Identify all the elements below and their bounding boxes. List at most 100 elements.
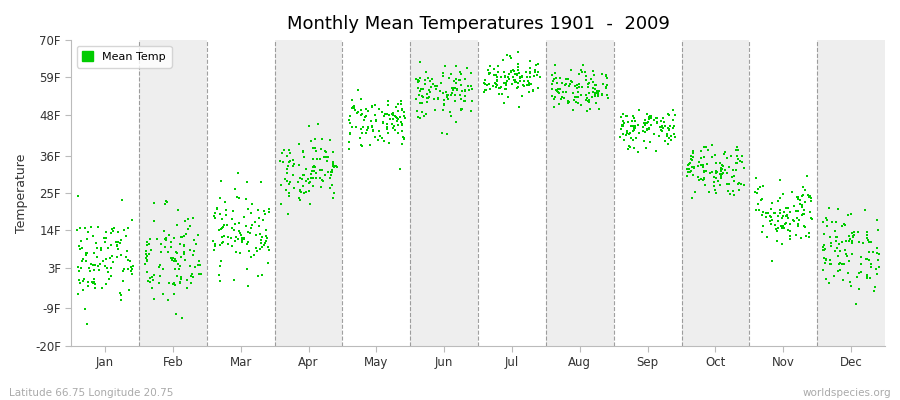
Point bbox=[600, 92, 615, 98]
Point bbox=[698, 144, 713, 150]
Point bbox=[394, 141, 409, 147]
Point bbox=[580, 96, 594, 103]
Point bbox=[177, 243, 192, 249]
Point bbox=[685, 156, 699, 163]
Point bbox=[283, 158, 297, 164]
Point bbox=[591, 90, 606, 96]
Point bbox=[390, 115, 404, 122]
Point bbox=[315, 176, 329, 183]
Point bbox=[174, 254, 188, 260]
Point bbox=[574, 84, 589, 90]
Point bbox=[86, 250, 101, 256]
Point bbox=[82, 264, 96, 271]
Point bbox=[564, 77, 579, 84]
Point bbox=[832, 260, 847, 266]
Point bbox=[552, 101, 566, 108]
Point bbox=[845, 251, 859, 258]
Point bbox=[680, 166, 695, 172]
Point bbox=[346, 104, 360, 110]
Point bbox=[573, 102, 588, 109]
Point bbox=[544, 93, 559, 100]
Point bbox=[500, 77, 514, 84]
Point bbox=[805, 216, 819, 222]
Point bbox=[76, 255, 90, 262]
Point bbox=[282, 190, 296, 196]
Point bbox=[831, 267, 845, 274]
Point bbox=[175, 234, 189, 241]
Point bbox=[354, 112, 368, 118]
Point bbox=[394, 106, 409, 112]
Bar bbox=[139, 40, 207, 346]
Point bbox=[789, 215, 804, 221]
Point bbox=[755, 212, 770, 218]
Point bbox=[342, 138, 356, 145]
Point bbox=[620, 128, 634, 134]
Point bbox=[823, 257, 837, 263]
Point bbox=[153, 273, 167, 279]
Point bbox=[513, 74, 527, 80]
Point bbox=[225, 216, 239, 223]
Point bbox=[253, 246, 267, 252]
Point bbox=[215, 224, 230, 230]
Point bbox=[796, 183, 810, 190]
Point bbox=[232, 195, 247, 201]
Point bbox=[293, 189, 308, 195]
Point bbox=[125, 217, 140, 223]
Point bbox=[842, 238, 856, 244]
Point bbox=[644, 115, 659, 122]
Point bbox=[512, 104, 526, 110]
Point bbox=[797, 199, 812, 206]
Point bbox=[626, 114, 641, 121]
Point bbox=[585, 94, 599, 100]
Point bbox=[796, 210, 811, 217]
Point bbox=[767, 210, 781, 216]
Point bbox=[111, 229, 125, 235]
Point bbox=[621, 142, 635, 149]
Point bbox=[727, 192, 742, 198]
Point bbox=[790, 223, 805, 229]
Point bbox=[816, 255, 831, 261]
Point bbox=[160, 297, 175, 303]
Point bbox=[546, 96, 561, 102]
Point bbox=[592, 88, 607, 94]
Point bbox=[249, 245, 264, 251]
Point bbox=[551, 89, 565, 96]
Point bbox=[824, 243, 838, 250]
Point bbox=[517, 78, 531, 84]
Point bbox=[707, 183, 722, 189]
Point bbox=[295, 172, 310, 179]
Point bbox=[626, 124, 641, 130]
Point bbox=[580, 80, 595, 87]
Point bbox=[722, 181, 736, 187]
Point bbox=[453, 77, 467, 84]
Point bbox=[840, 252, 854, 259]
Point bbox=[860, 273, 874, 279]
Point bbox=[391, 108, 405, 114]
Point bbox=[125, 266, 140, 273]
Point bbox=[492, 84, 507, 91]
Point bbox=[709, 169, 724, 175]
Point bbox=[660, 131, 674, 137]
Point bbox=[213, 225, 228, 232]
Point bbox=[842, 279, 857, 286]
Point bbox=[518, 77, 532, 84]
Point bbox=[632, 129, 646, 136]
Point bbox=[81, 283, 95, 290]
Point bbox=[715, 162, 729, 168]
Point bbox=[395, 121, 410, 127]
Point bbox=[276, 146, 291, 153]
Point bbox=[638, 122, 652, 128]
Point bbox=[574, 69, 589, 75]
Point bbox=[763, 214, 778, 220]
Point bbox=[526, 87, 540, 93]
Point bbox=[595, 91, 609, 97]
Point bbox=[251, 207, 266, 214]
Point bbox=[384, 121, 399, 127]
Point bbox=[713, 182, 727, 188]
Point bbox=[502, 76, 517, 83]
Point bbox=[140, 257, 154, 263]
Point bbox=[616, 121, 630, 128]
Point bbox=[762, 218, 777, 224]
Bar bbox=[274, 40, 343, 346]
Point bbox=[97, 263, 112, 270]
